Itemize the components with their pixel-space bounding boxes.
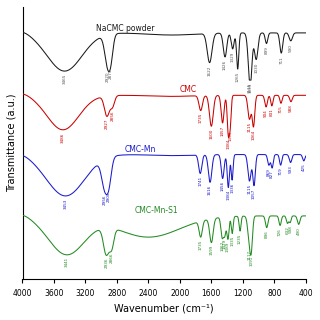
- Text: 1735: 1735: [199, 113, 203, 123]
- Text: 1336: 1336: [230, 182, 234, 193]
- Text: 1335: 1335: [230, 236, 234, 246]
- Text: 3441: 3441: [65, 257, 68, 267]
- Text: 632: 632: [285, 226, 290, 234]
- Text: 1600: 1600: [209, 129, 213, 139]
- Text: 1735: 1735: [199, 240, 203, 250]
- Text: 2856: 2856: [110, 110, 115, 121]
- Text: 827: 827: [270, 171, 274, 178]
- Text: 588: 588: [289, 104, 293, 112]
- Text: 1389: 1389: [226, 242, 230, 252]
- Text: 1091: 1091: [249, 255, 253, 266]
- Text: 1030: 1030: [254, 62, 258, 73]
- Text: 2875: 2875: [109, 68, 113, 79]
- Text: 1741: 1741: [198, 176, 202, 186]
- Text: 715: 715: [279, 106, 283, 113]
- Text: 1599: 1599: [209, 245, 213, 255]
- Text: 2936: 2936: [104, 258, 108, 268]
- X-axis label: Wavenumber (cm⁻¹): Wavenumber (cm⁻¹): [114, 303, 214, 313]
- Text: 1462: 1462: [220, 241, 224, 251]
- Text: 3465: 3465: [63, 74, 67, 84]
- Text: 831: 831: [270, 108, 274, 116]
- Text: 1099: 1099: [249, 83, 253, 93]
- Text: 1329: 1329: [231, 52, 235, 62]
- Text: 1265: 1265: [236, 72, 240, 82]
- Text: 719: 719: [279, 168, 283, 175]
- Text: 3453: 3453: [64, 198, 68, 209]
- Text: 3486: 3486: [61, 132, 65, 143]
- Text: 1064: 1064: [252, 130, 255, 140]
- Text: 490: 490: [297, 227, 301, 235]
- Text: 590: 590: [289, 44, 293, 52]
- Text: CMC-Mn-S1: CMC-Mn-S1: [134, 206, 178, 215]
- Text: 1622: 1622: [208, 66, 212, 76]
- Text: 425: 425: [302, 163, 306, 171]
- Text: 1384: 1384: [226, 139, 230, 149]
- Y-axis label: Transmittance (a.u.): Transmittance (a.u.): [7, 94, 17, 192]
- Text: 2956: 2956: [103, 194, 107, 205]
- Text: 899: 899: [265, 46, 268, 54]
- Text: 1115: 1115: [247, 184, 252, 194]
- Text: 896: 896: [265, 230, 269, 238]
- Text: 1429: 1429: [223, 239, 227, 249]
- Text: CMC: CMC: [179, 85, 196, 94]
- Text: 1117: 1117: [247, 250, 251, 260]
- Text: 726: 726: [278, 228, 282, 236]
- Text: 2927: 2927: [105, 119, 109, 129]
- Text: 1359: 1359: [228, 131, 232, 141]
- Text: 1235: 1235: [238, 234, 242, 244]
- Text: 1115: 1115: [247, 122, 252, 132]
- Text: 1426: 1426: [223, 60, 227, 70]
- Text: 869: 869: [267, 168, 271, 176]
- Text: 1115: 1115: [247, 83, 252, 93]
- Text: 1616: 1616: [208, 185, 212, 195]
- Text: 598: 598: [288, 225, 292, 233]
- Text: 1457: 1457: [220, 125, 225, 136]
- Text: 1456: 1456: [221, 181, 225, 191]
- Text: 2900: 2900: [107, 191, 111, 202]
- Text: CMC-Mn: CMC-Mn: [125, 145, 156, 154]
- Text: 1384: 1384: [226, 190, 230, 200]
- Text: 1057: 1057: [252, 188, 256, 198]
- Text: 904: 904: [264, 109, 268, 117]
- Text: 2920: 2920: [106, 72, 109, 83]
- Text: 593: 593: [289, 165, 292, 173]
- Text: 711: 711: [279, 56, 283, 64]
- Text: NaCMC powder: NaCMC powder: [96, 24, 154, 33]
- Text: 2866: 2866: [110, 253, 114, 263]
